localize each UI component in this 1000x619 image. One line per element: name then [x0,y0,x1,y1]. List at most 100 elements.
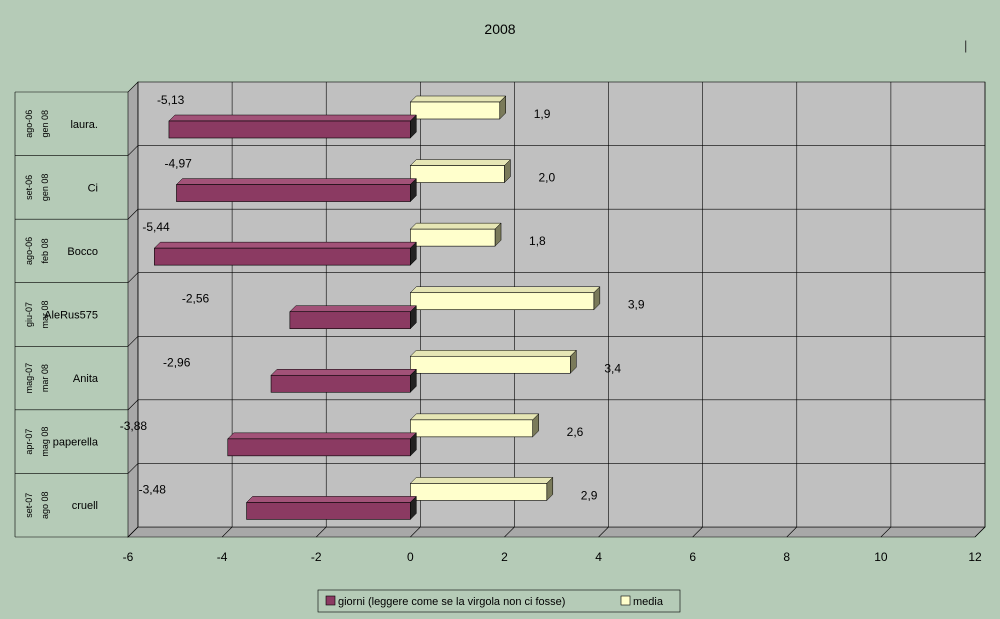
chart-title: 2008 [484,21,515,37]
data-label-giorni: -2,56 [182,292,210,306]
cursor-mark: | [964,38,967,53]
category-label: AleRus575 [44,310,98,322]
bar [409,349,577,374]
bar-top-face [245,496,417,503]
category-end-date: gen 08 [40,110,50,138]
category-end-date: gen 08 [40,174,50,202]
category-label: laura. [70,119,98,131]
bar-front-face [410,355,571,374]
data-label-giorni: -2,96 [163,355,191,369]
bar-front-face [227,438,411,457]
x-tick-label: 10 [874,550,888,564]
data-label-giorni: -5,13 [157,93,185,107]
bar-front-face [410,483,548,501]
bar-top-face [153,241,417,249]
data-label-media: 1,9 [534,107,551,121]
legend-swatch [620,595,631,606]
floor-gridline [692,526,703,538]
x-tick-label: 2 [501,550,508,564]
x-tick-label: 0 [407,550,414,564]
data-label-giorni: -3,88 [120,419,148,433]
bar [409,476,554,502]
bar-front-face [289,311,411,330]
bar [175,177,417,203]
bar-top-face [227,432,417,440]
floor-gridline [786,526,797,538]
bar-top-face [270,369,417,376]
data-label-giorni: -4,97 [164,157,192,171]
category-label: Anita [73,373,99,385]
category-start-date: mag-07 [24,363,34,394]
floor-gridline [410,526,421,538]
category-start-date: ago-06 [24,237,34,265]
floor-gridline [880,526,892,538]
bar-top-face [409,413,540,421]
category-label: Bocco [67,246,98,258]
bar [245,495,417,521]
bar [153,241,417,266]
bar-front-face [176,184,411,202]
category-end-date: mar 08 [40,364,50,392]
bar-top-face [409,159,512,166]
data-label-media: 3,9 [628,298,645,312]
category-start-date: ago-06 [24,110,34,138]
data-label-media: 3,4 [604,361,621,375]
x-tick-label: 4 [595,550,602,564]
side-gridline [127,336,139,347]
category-start-date: set-07 [24,493,34,518]
data-label-giorni: -3,48 [139,482,167,496]
category-end-date: feb 08 [40,238,50,263]
bar-front-face [246,502,411,520]
category-label: Ci [88,182,98,194]
category-end-date: ago 08 [40,491,50,519]
category-start-date: apr-07 [24,429,34,455]
side-gridline [127,145,139,156]
category-start-date: set-06 [24,175,34,200]
bars [153,95,601,521]
floor-gridline [221,526,233,538]
bar-front-face [410,165,505,183]
axes: laura. ago-06 gen 08 Ci set-06 gen 08 Bocco ago… [14,91,982,564]
floor-gridline [598,526,609,538]
legend: giorni (leggere come se la virgola non c… [317,589,681,613]
bar-top-face [409,95,507,103]
legend-entry: media [633,596,664,608]
data-label-media: 2,0 [538,171,555,185]
bar [409,286,601,311]
bar [227,432,417,457]
bar [409,95,507,120]
side-gridline [127,399,139,411]
bar [409,158,512,184]
bar [289,305,417,330]
bar-top-face [409,477,554,484]
bar-top-face [409,222,502,230]
x-tick-label: 6 [689,550,696,564]
bar [409,222,502,247]
side-gridline [127,208,139,220]
legend-frame [317,589,681,613]
legend-box: giorni (leggere come se la virgola non c… [317,589,681,613]
side-gridline [127,463,139,474]
x-tick-label: -2 [311,550,322,564]
bar [270,368,417,393]
bar-top-face [409,286,601,293]
category-label: cruell [72,500,98,512]
category-end-date: mar 08 [40,300,50,328]
data-label-media: 1,8 [529,234,546,248]
category-start-date: giu-07 [24,302,34,327]
bar-top-face [409,350,577,357]
floor [127,526,986,538]
floor-gridline [504,526,515,538]
x-tick-label: -6 [123,550,134,564]
bar [409,413,540,438]
data-label-media: 2,9 [581,488,598,502]
bar-top-face [175,178,417,185]
category-label: paperella [53,437,99,449]
side-gridline [127,272,139,283]
legend-entry: giorni (leggere come se la virgola non c… [338,596,565,608]
bar-front-face [410,292,595,311]
bar-front-face [410,228,496,247]
floor-gridline [974,526,986,538]
x-tick-label: 12 [968,550,982,564]
